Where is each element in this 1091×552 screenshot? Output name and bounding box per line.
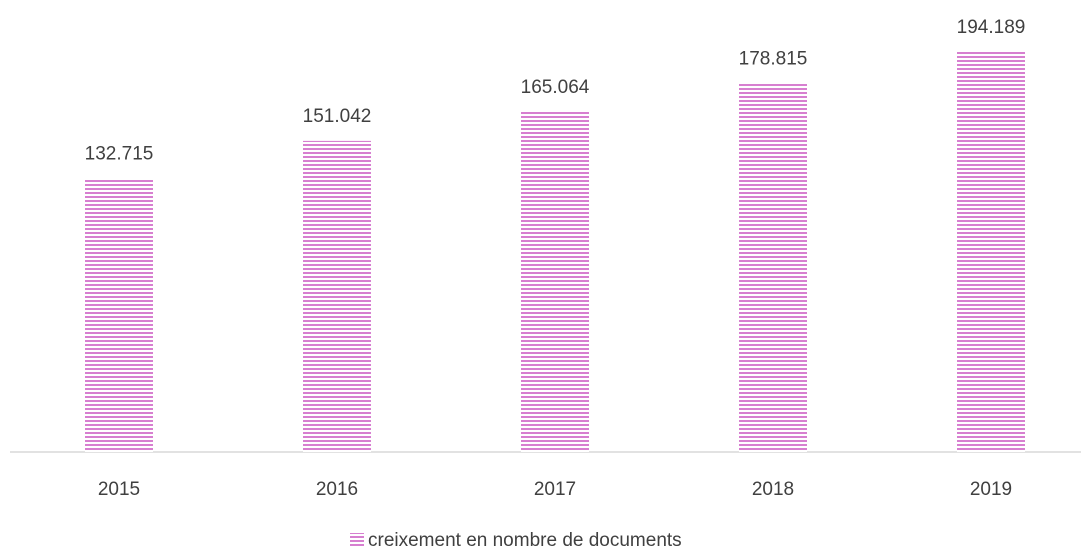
x-tick-label: 2016 — [316, 479, 358, 500]
value-label: 132.715 — [85, 144, 154, 165]
bar — [521, 111, 589, 452]
x-tick-label: 2015 — [98, 479, 140, 500]
bar — [957, 52, 1025, 452]
x-tick-label: 2017 — [534, 479, 576, 500]
bar — [303, 140, 371, 453]
bar — [85, 178, 153, 453]
legend-label: creixement en nombre de documents — [368, 530, 682, 551]
legend-swatch — [350, 533, 364, 547]
value-label: 151.042 — [303, 106, 372, 127]
value-label: 165.064 — [521, 77, 590, 98]
x-tick-label: 2019 — [970, 479, 1012, 500]
bar — [739, 83, 807, 452]
value-label: 178.815 — [739, 49, 808, 70]
value-label: 194.189 — [957, 17, 1026, 38]
x-tick-label: 2018 — [752, 479, 794, 500]
